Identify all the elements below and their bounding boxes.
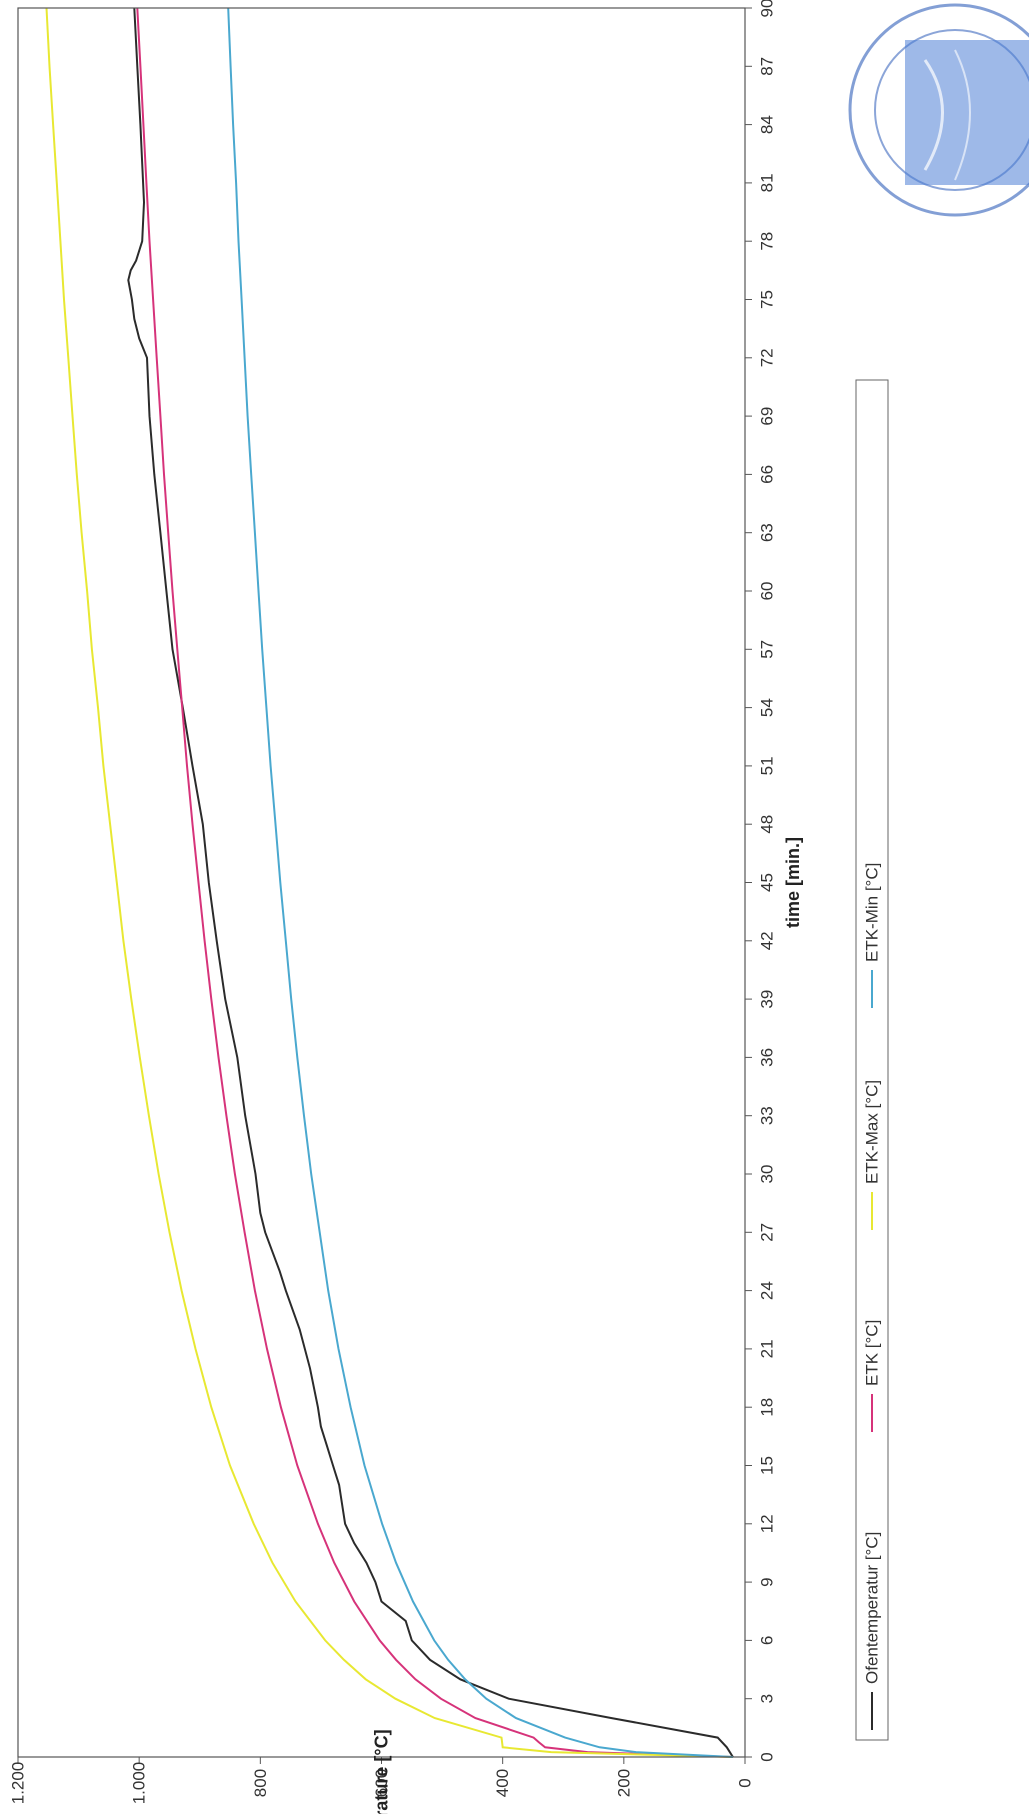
x-tick-label: 30 (758, 1165, 777, 1184)
certification-stamp (848, 3, 1029, 217)
x-tick-label: 90 (758, 0, 777, 17)
series-line-2 (45, 7, 733, 1758)
y-tick-label: 800 (251, 1769, 270, 1797)
x-tick-label: 21 (758, 1339, 777, 1358)
x-tick-label: 69 (758, 407, 777, 426)
x-tick-label: 81 (758, 173, 777, 192)
x-tick-label: 72 (758, 348, 777, 367)
x-tick-label: 75 (758, 290, 777, 309)
x-tick-label: 15 (758, 1456, 777, 1475)
y-axis-title: temperature [°C] (372, 1729, 392, 1814)
x-tick-label: 42 (758, 931, 777, 950)
series-line-1 (136, 7, 733, 1758)
x-tick-label: 6 (758, 1636, 777, 1645)
y-tick-label: 1.200 (9, 1762, 28, 1805)
x-tick-label: 36 (758, 1048, 777, 1067)
x-tick-label: 60 (758, 582, 777, 601)
x-tick-label: 78 (758, 232, 777, 251)
x-tick-label: 63 (758, 523, 777, 542)
x-tick-label: 0 (758, 1752, 777, 1761)
legend-box (855, 379, 889, 1741)
x-tick-label: 18 (758, 1398, 777, 1417)
series-line-3 (227, 7, 733, 1758)
legend-label-1: ETK [°C] (863, 1320, 882, 1386)
legend-label-2: ETK-Max [°C] (863, 1080, 882, 1184)
x-tick-label: 87 (758, 57, 777, 76)
y-tick-label: 600 (372, 1769, 391, 1797)
x-tick-label: 48 (758, 815, 777, 834)
y-tick-label: 1.000 (130, 1762, 149, 1805)
x-tick-label: 27 (758, 1223, 777, 1242)
legend-label-3: ETK-Min [°C] (863, 863, 882, 962)
x-tick-label: 39 (758, 990, 777, 1009)
y-tick-label: 0 (736, 1778, 755, 1787)
x-tick-label: 84 (758, 115, 777, 134)
x-axis-title: time [min.] (783, 837, 803, 928)
x-tick-label: 33 (758, 1106, 777, 1125)
x-tick-label: 12 (758, 1514, 777, 1533)
series-line-0 (127, 7, 734, 1758)
legend-label-0: Ofentemperatur [°C] (863, 1532, 882, 1684)
x-tick-label: 54 (758, 698, 777, 717)
x-tick-label: 45 (758, 873, 777, 892)
x-tick-label: 3 (758, 1694, 777, 1703)
x-tick-label: 24 (758, 1281, 777, 1300)
y-tick-label: 400 (493, 1769, 512, 1797)
x-tick-label: 66 (758, 465, 777, 484)
x-tick-label: 51 (758, 756, 777, 775)
x-tick-label: 57 (758, 640, 777, 659)
y-tick-label: 200 (614, 1769, 633, 1797)
plot-frame (17, 7, 746, 1758)
x-tick-label: 9 (758, 1577, 777, 1586)
